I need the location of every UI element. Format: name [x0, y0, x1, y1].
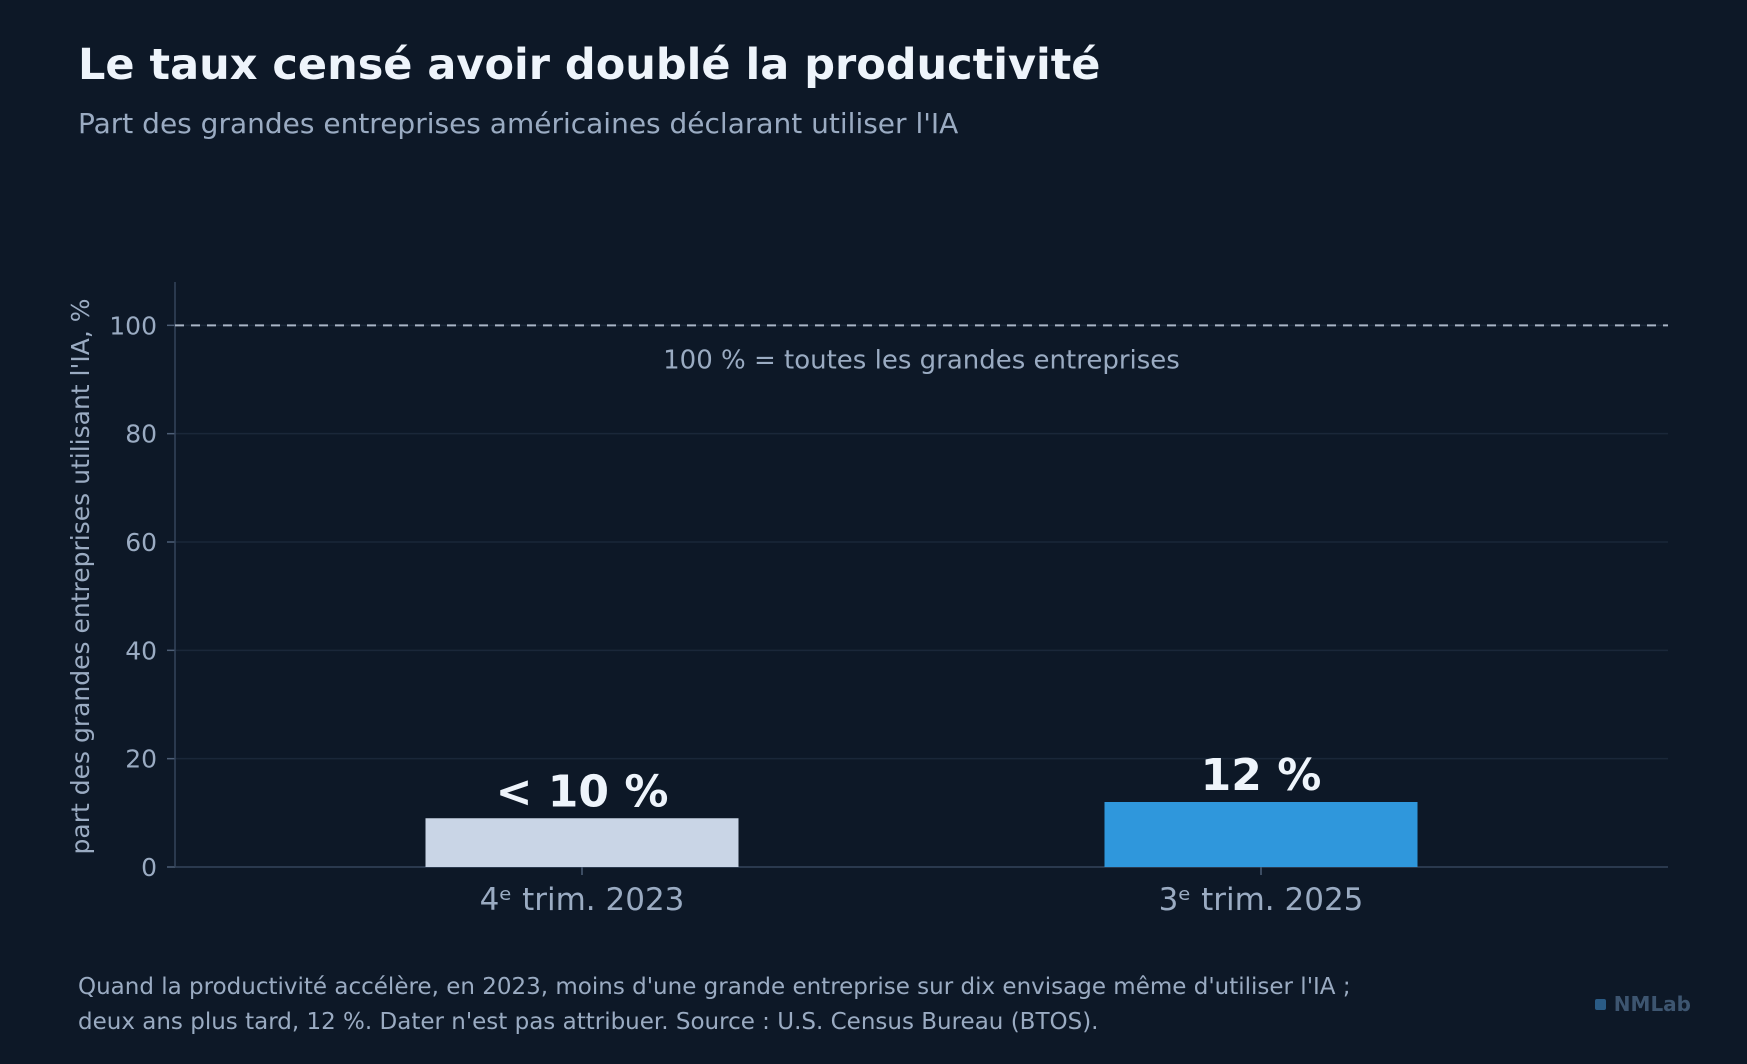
bar-2: [1104, 802, 1418, 867]
data-label: < 10 %: [496, 766, 669, 817]
brand-logo: NMLab: [1594, 992, 1691, 1016]
y-tick-label: 100: [109, 311, 157, 340]
y-axis-label: part des grandes entreprises utilisant l…: [66, 299, 95, 855]
y-tick-label: 20: [125, 745, 157, 774]
brand-name: NMLab: [1613, 992, 1691, 1016]
y-tick-label: 60: [125, 528, 157, 557]
y-tick-label: 80: [125, 420, 157, 449]
brand-square-icon: [1594, 998, 1606, 1010]
chart-subtitle: Part des grandes entreprises américaines…: [78, 107, 959, 140]
bar-1: [425, 818, 739, 867]
x-tick-label: 4ᵉ trim. 2023: [480, 882, 685, 918]
footer-note: Quand la productivité accélère, en 2023,…: [78, 974, 1351, 1035]
y-tick-label: 40: [125, 636, 157, 665]
y-tick-label: 0: [141, 853, 157, 882]
chart-title: Le taux censé avoir doublé la productivi…: [78, 40, 1101, 90]
x-tick-label: 3ᵉ trim. 2025: [1159, 882, 1364, 918]
reference-line-label: 100 % = toutes les grandes entreprises: [663, 345, 1180, 375]
data-label: 12 %: [1201, 750, 1322, 801]
